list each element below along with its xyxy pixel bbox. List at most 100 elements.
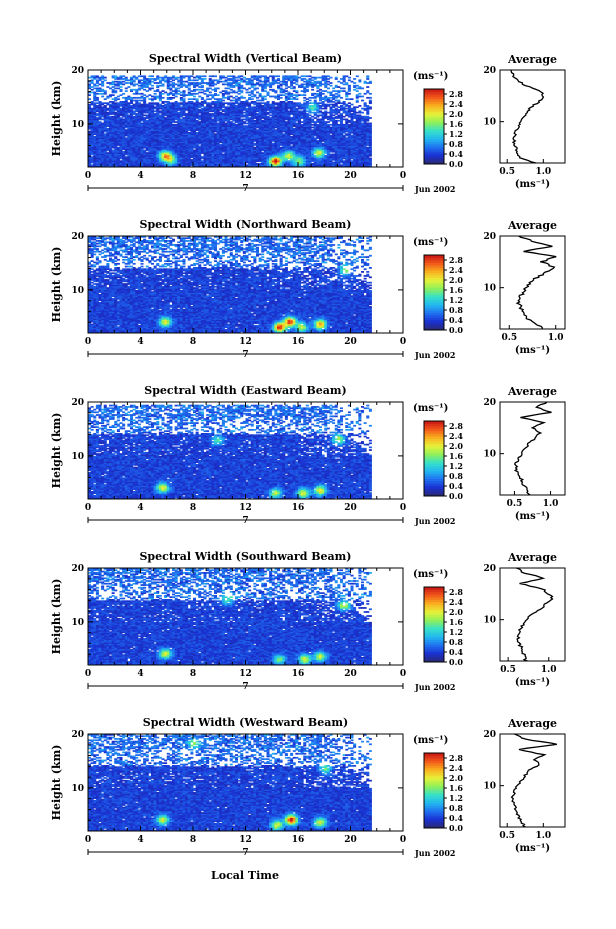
heatmap-cell <box>172 137 176 140</box>
heatmap-cell <box>124 148 128 150</box>
heatmap-cell <box>153 126 157 129</box>
heatmap-cell <box>127 141 131 144</box>
heatmap-cell <box>179 161 183 164</box>
heatmap-cell <box>208 94 212 96</box>
heatmap-cell <box>143 141 147 144</box>
heatmap-cell <box>245 125 249 127</box>
heatmap-cell <box>227 75 231 78</box>
heatmap-cell <box>93 109 97 111</box>
heatmap-cell <box>140 79 144 82</box>
heatmap-cell <box>151 95 155 98</box>
heatmap-cell <box>158 152 162 154</box>
heatmap-cell <box>124 103 128 106</box>
heatmap-cell <box>90 111 94 114</box>
heatmap-cell <box>277 75 281 78</box>
heatmap-cell <box>161 102 165 105</box>
heatmap-cell <box>130 78 134 80</box>
heatmap-cell <box>132 138 136 141</box>
heatmap-cell <box>219 98 223 101</box>
heatmap-cell <box>95 122 99 125</box>
heatmap-cell <box>145 119 149 122</box>
heatmap-cell <box>116 111 120 114</box>
heatmap-cell <box>95 137 99 140</box>
heatmap-cell <box>106 117 110 119</box>
heatmap-cell <box>182 156 186 158</box>
heatmap-cell <box>164 144 168 146</box>
heatmap-cell <box>119 157 123 160</box>
heatmap-cell <box>143 76 147 79</box>
heatmap-cell <box>111 86 115 88</box>
heatmap-cell <box>114 80 118 83</box>
heatmap-cell <box>93 141 97 144</box>
heatmap-cell <box>122 131 126 134</box>
heatmap-cell <box>164 119 168 122</box>
heatmap-cell <box>282 88 286 91</box>
heatmap-cell <box>164 150 168 153</box>
heatmap-cell <box>140 107 144 110</box>
heatmap-cell <box>164 123 168 126</box>
heatmap-cell <box>93 156 97 158</box>
heatmap-cell <box>93 117 97 119</box>
heatmap-cell <box>143 82 147 84</box>
heatmap-cell <box>169 164 173 167</box>
heatmap-cell <box>114 113 118 115</box>
heatmap-cell <box>132 158 136 161</box>
heatmap-cell <box>119 127 123 130</box>
heatmap-cell <box>88 160 92 163</box>
heatmap-cell <box>145 137 149 140</box>
heatmap-cell <box>98 129 102 132</box>
heatmap-cell <box>90 136 94 138</box>
heatmap-cell <box>174 106 178 109</box>
heatmap-cell <box>98 107 102 110</box>
heatmap-cell <box>156 153 160 156</box>
heatmap-cell <box>98 115 102 118</box>
heatmap-cell <box>90 161 94 164</box>
heatmap-cell <box>187 154 191 157</box>
heatmap-cell <box>95 162 99 165</box>
heatmap-cell <box>143 150 147 153</box>
heatmap-cell <box>119 131 123 134</box>
heatmap-cell <box>229 78 233 80</box>
heatmap-cell <box>153 153 157 156</box>
heatmap-cell <box>166 130 170 133</box>
heatmap-cell <box>151 111 155 114</box>
heatmap-cell <box>172 127 176 130</box>
heatmap-cell <box>119 133 123 136</box>
heatmap-cell <box>135 115 139 118</box>
heatmap-cell <box>127 122 131 125</box>
heatmap-cell <box>292 90 296 92</box>
heatmap-cell <box>143 78 147 80</box>
heatmap-cell <box>98 88 102 91</box>
heatmap-cell <box>135 145 139 148</box>
heatmap-cell <box>132 107 136 110</box>
heatmap-cell <box>240 100 244 103</box>
heatmap-cell <box>156 90 160 92</box>
heatmap-cell <box>156 75 160 78</box>
heatmap-cell <box>127 136 131 138</box>
heatmap-cell <box>185 153 189 156</box>
heatmap-cell <box>140 125 144 127</box>
heatmap-cell <box>282 133 286 136</box>
heatmap-cell <box>153 156 157 158</box>
heatmap-cell <box>158 82 162 84</box>
heatmap-cell <box>182 137 186 140</box>
heatmap-cell <box>169 118 173 121</box>
heatmap-cell <box>193 88 197 91</box>
heatmap-cell <box>119 109 123 111</box>
heatmap-cell <box>261 102 265 105</box>
heatmap-cell <box>177 125 181 127</box>
heatmap-cell <box>140 106 144 109</box>
heatmap-cell <box>156 152 160 154</box>
heatmap-cell <box>169 125 173 127</box>
heatmap-cell <box>137 131 141 134</box>
heatmap-cell <box>177 87 181 90</box>
heatmap-cell <box>166 157 170 160</box>
heatmap-cell <box>148 158 152 161</box>
heatmap-cell <box>158 149 162 152</box>
heatmap-cell <box>93 99 97 102</box>
heatmap-cell <box>308 102 312 105</box>
heatmap-cell <box>111 131 115 134</box>
heatmap-cell <box>106 157 110 160</box>
heatmap-cell <box>174 131 178 134</box>
heatmap-cell <box>114 109 118 111</box>
